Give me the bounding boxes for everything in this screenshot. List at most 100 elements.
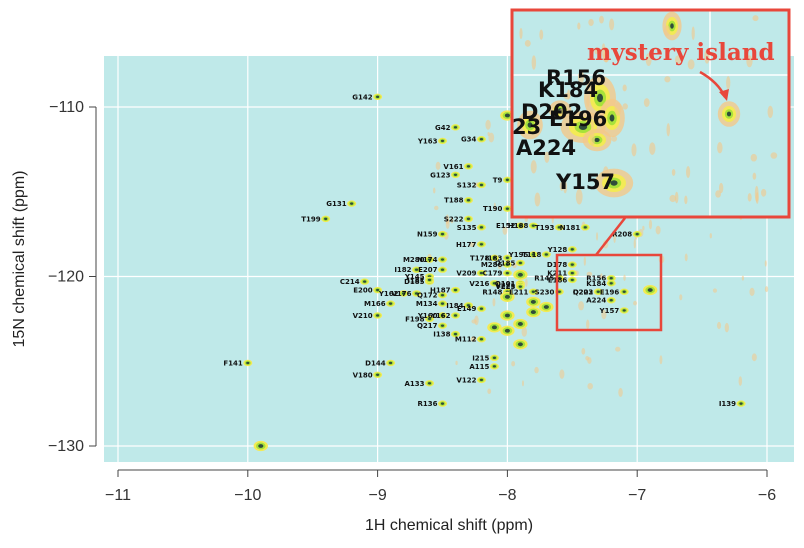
inset-noise-speck — [674, 55, 681, 65]
noise-speck — [712, 288, 718, 293]
peak-core — [466, 304, 471, 307]
inset-peaks — [517, 11, 778, 207]
inset-noise-speck — [664, 76, 671, 83]
peak-label: N181 — [560, 224, 581, 232]
noise-speck — [738, 376, 743, 386]
peak-core — [479, 378, 484, 382]
peak-label: T118 — [522, 251, 542, 259]
inset-noise-speck — [663, 25, 671, 36]
peak-core — [570, 278, 574, 282]
inset-noise-speck — [726, 76, 731, 90]
inset-noise-speck — [704, 49, 710, 64]
inset-noise-speck — [687, 59, 695, 70]
inset-blob-core — [578, 124, 588, 130]
noise-speck — [512, 262, 517, 269]
noise-speck — [648, 219, 653, 230]
noise-speck — [559, 369, 565, 379]
peak-label: M286 — [481, 261, 503, 269]
peak-core — [505, 207, 509, 210]
peak-core — [609, 282, 613, 285]
peak-label: F198 — [405, 315, 425, 323]
peak-label: Y160 — [417, 312, 438, 320]
peak-label: S222 — [444, 215, 464, 223]
peak-label: G131 — [326, 200, 346, 208]
peak-core — [609, 299, 613, 302]
inset-noise-speck — [559, 181, 564, 191]
noise-speck — [455, 360, 458, 366]
y-tick-label: −110 — [49, 99, 84, 116]
noise-speck — [586, 319, 590, 330]
inset-noise-speck — [563, 92, 571, 100]
inset-noise-speck — [691, 26, 695, 40]
noise-speck — [493, 202, 496, 211]
noise-speck — [434, 205, 439, 211]
peak-core — [324, 217, 328, 221]
peak-core — [388, 361, 393, 365]
noise-speck — [724, 322, 729, 333]
inset-noise-speck — [602, 166, 609, 179]
peak-label: V209 — [456, 270, 476, 278]
peak-core — [531, 290, 535, 293]
peak-label: H177 — [456, 241, 477, 249]
noise-speck — [521, 380, 525, 387]
peak-core — [440, 268, 445, 271]
inset-noise-speck — [603, 47, 609, 63]
noise-speck — [596, 232, 599, 241]
peak-label: G42 — [435, 124, 451, 132]
peak-core — [518, 285, 522, 288]
inset-noise-speck — [614, 102, 622, 116]
x-tick-label: −11 — [105, 487, 131, 504]
peak-core — [622, 290, 626, 293]
peak-core — [453, 314, 458, 317]
peak-label: R156 — [586, 275, 606, 283]
peak-core — [739, 402, 743, 405]
noise-speck — [633, 238, 636, 249]
y-ticks: −110 −120 −130 — [48, 99, 96, 455]
noise-speck — [487, 388, 492, 394]
inset-noise-speck — [754, 185, 759, 202]
noise-speck — [450, 217, 454, 224]
peak-label: Q101 — [495, 280, 516, 288]
peak-label: C214 — [340, 278, 360, 286]
peak-core — [350, 202, 354, 205]
peak-core — [388, 302, 393, 305]
peak-label: Y195 — [508, 251, 529, 259]
noise-speck — [751, 353, 757, 362]
peak-core — [609, 276, 613, 280]
inset-noise-speck — [544, 151, 550, 163]
peak-core — [479, 338, 484, 341]
cluster-peak-core — [517, 342, 523, 347]
peak-core — [583, 226, 587, 229]
peak-core — [479, 183, 484, 187]
peak-label: T190 — [483, 205, 503, 213]
peak-core — [440, 258, 445, 261]
peaks-layer — [243, 91, 746, 452]
peak-label: S135 — [457, 224, 477, 232]
peak-core — [492, 356, 497, 360]
inset-noise-speck — [599, 15, 604, 24]
peak-core — [401, 292, 406, 295]
peak-label: Q172 — [417, 292, 438, 300]
noise-speck — [511, 361, 516, 367]
peak-label: D185 — [404, 278, 425, 286]
noise-speck — [709, 233, 712, 239]
inset-noise-speck — [531, 55, 537, 70]
noise-speck — [585, 355, 590, 361]
peak-core — [466, 217, 471, 221]
y-tick-label: −120 — [48, 269, 84, 286]
peak-label: V176 — [392, 290, 412, 298]
peak-label: M134 — [416, 300, 438, 308]
peak-label: D144 — [365, 359, 386, 367]
noise-speck — [655, 225, 661, 235]
peak-label: I139 — [719, 400, 736, 408]
x-tick-label: −9 — [368, 487, 386, 504]
inset-noise-speck — [747, 193, 752, 202]
peak-core — [427, 382, 432, 385]
inset-noise-speck — [770, 152, 778, 159]
peak-label: S132 — [457, 181, 477, 189]
peak-core — [622, 309, 626, 312]
noise-speck — [581, 348, 586, 355]
